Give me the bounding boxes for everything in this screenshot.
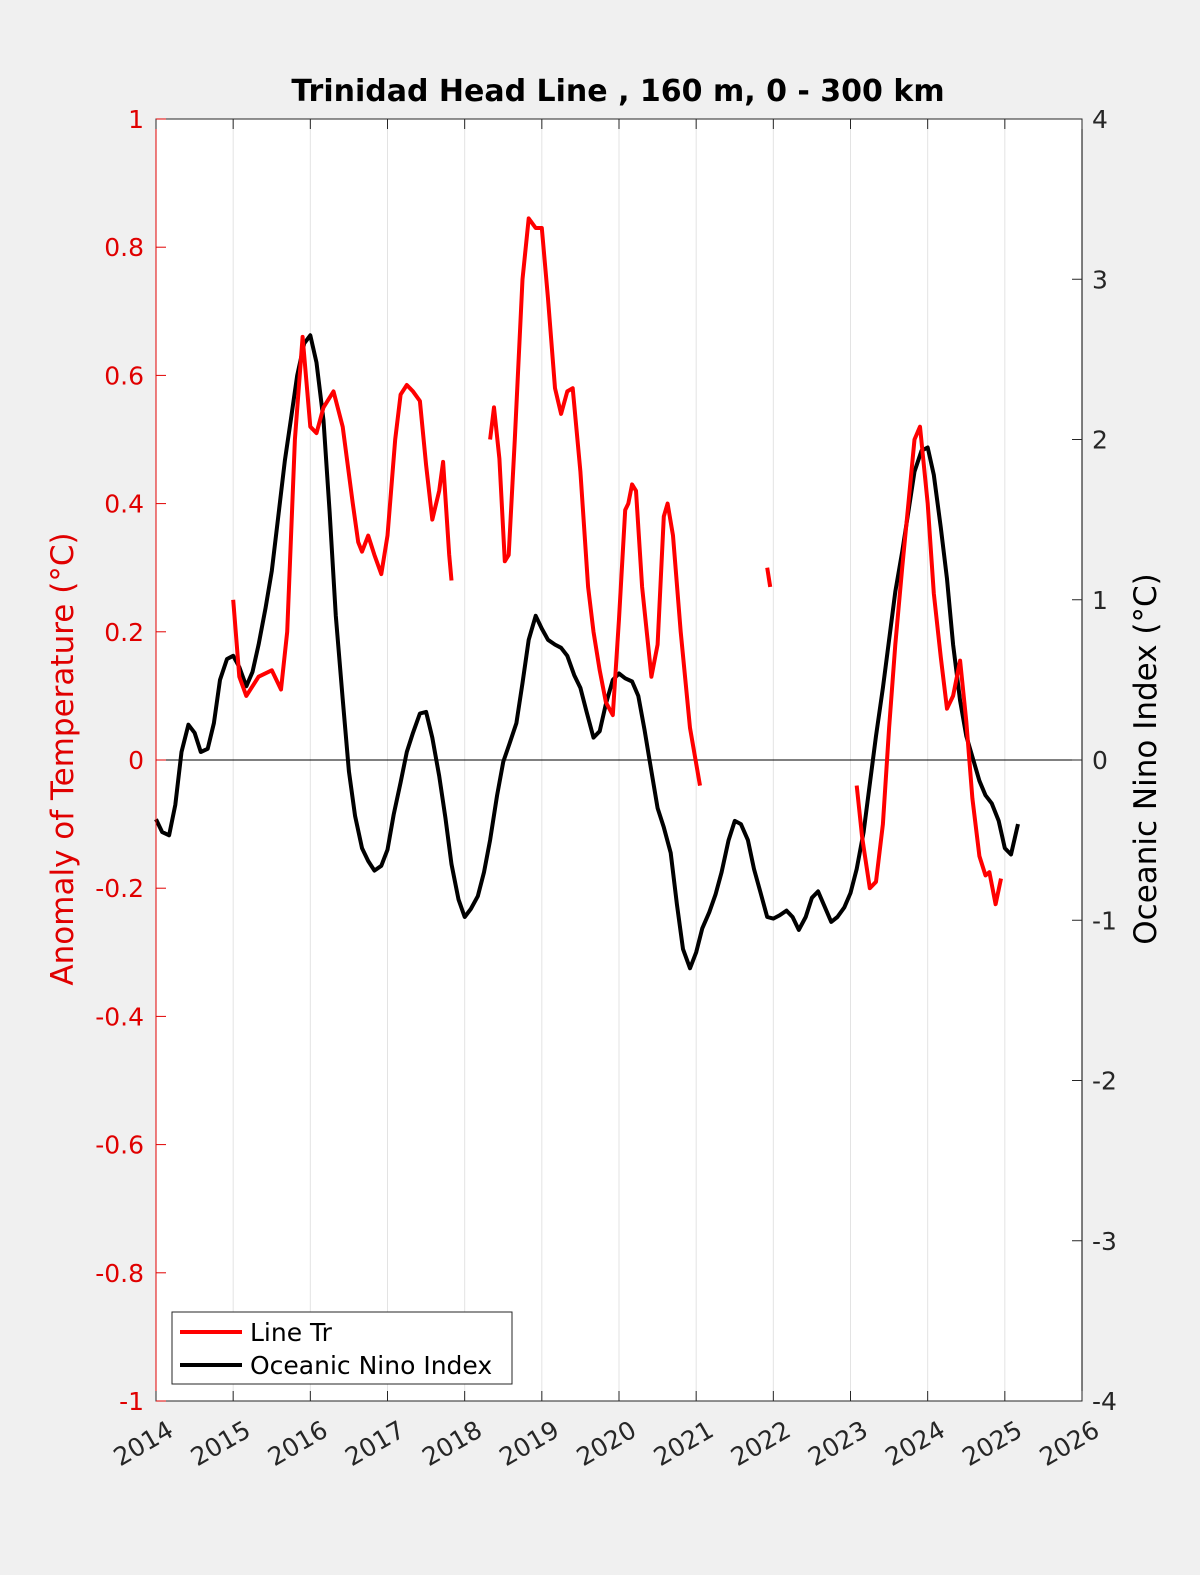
series-layer bbox=[154, 216, 1020, 971]
legend-label-oni: Oceanic Nino Index bbox=[250, 1351, 492, 1380]
right-y-tick-label: 4 bbox=[1092, 105, 1108, 134]
left-y-tick-label: 1 bbox=[128, 105, 144, 134]
left-y-tick-label: -1 bbox=[119, 1387, 144, 1416]
right-y-tick-label: 0 bbox=[1092, 746, 1108, 775]
left-y-axis-title: Anomaly of Temperature (°C) bbox=[45, 532, 81, 985]
left-y-tick-label: -0.2 bbox=[95, 874, 144, 903]
right-y-tick-label: 3 bbox=[1092, 265, 1108, 294]
chart-title: Trinidad Head Line , 160 m, 0 - 300 km bbox=[291, 74, 944, 109]
right-y-tick-label: 1 bbox=[1092, 586, 1108, 615]
series-line-segment bbox=[854, 424, 1003, 907]
right-y-axis-ticks: -4 -3 -2 -1 0 1 2 3 4 bbox=[1072, 105, 1117, 1416]
left-y-tick-label: -0.6 bbox=[95, 1131, 144, 1160]
right-y-tick-label: -1 bbox=[1092, 906, 1117, 935]
series-line-segment bbox=[488, 216, 702, 786]
right-y-tick-label: -4 bbox=[1092, 1387, 1117, 1416]
left-y-tick-label: 0.8 bbox=[104, 233, 144, 262]
legend-label-line-tr: Line Tr bbox=[250, 1318, 333, 1347]
legend: Line Tr Oceanic Nino Index bbox=[171, 1311, 513, 1385]
left-y-tick-label: -0.4 bbox=[95, 1002, 144, 1031]
left-y-tick-label: 0 bbox=[128, 746, 144, 775]
left-y-tick-label: 0.2 bbox=[104, 618, 144, 647]
left-y-tick-label: 0.4 bbox=[104, 490, 144, 519]
left-y-tick-label: 0.6 bbox=[104, 361, 144, 390]
right-y-tick-label: -2 bbox=[1092, 1067, 1117, 1096]
right-y-tick-label: -3 bbox=[1092, 1227, 1117, 1256]
legend-box bbox=[171, 1311, 513, 1385]
series-line-segment bbox=[231, 334, 454, 698]
left-y-tick-label: -0.8 bbox=[95, 1259, 144, 1288]
series-line-tr bbox=[231, 216, 1003, 907]
right-y-axis-title: Oceanic Nino Index (°C) bbox=[1128, 573, 1164, 944]
series-line-segment bbox=[765, 567, 773, 588]
right-y-tick-label: 2 bbox=[1092, 426, 1108, 455]
left-y-axis-ticks: -1 -0.8 -0.6 -0.4 -0.2 0 0.2 0.4 0.6 0.8 1 bbox=[95, 105, 166, 1416]
